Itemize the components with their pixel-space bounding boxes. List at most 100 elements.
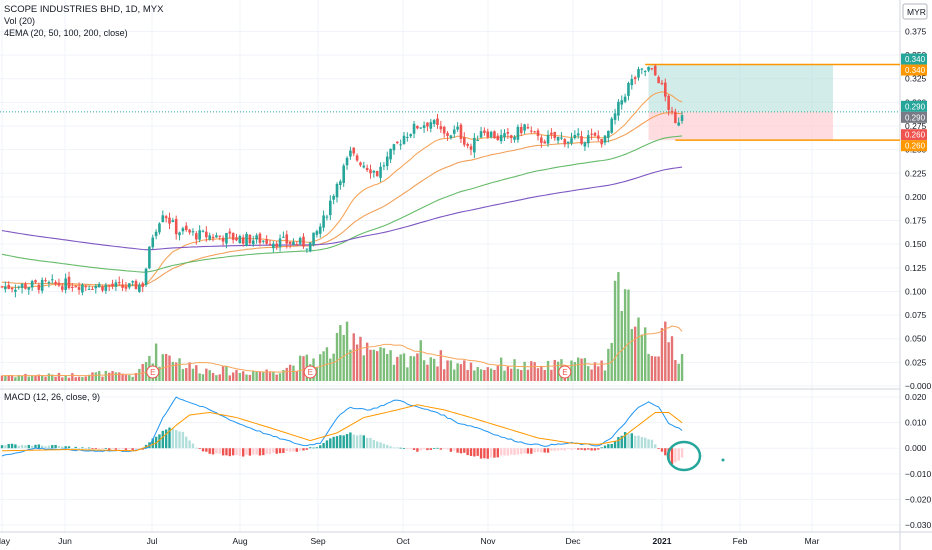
candle-body <box>322 215 325 228</box>
macd-legend[interactable]: MACD (12, 26, close, 9) <box>4 392 100 402</box>
volume-bar <box>332 353 335 381</box>
volume-bar <box>158 366 161 381</box>
volume-bar <box>322 351 325 381</box>
price-tag <box>901 111 927 123</box>
candle-body <box>117 282 121 284</box>
volume-bar <box>245 374 248 381</box>
candle-body <box>298 237 302 244</box>
candle-body <box>573 134 577 139</box>
candle-body <box>228 231 232 234</box>
long-position-tool[interactable] <box>0 63 900 141</box>
candle-body <box>643 71 647 73</box>
volume-bar <box>553 359 556 381</box>
volume-bar <box>201 374 205 381</box>
candle-body <box>342 165 345 183</box>
volume-bar <box>292 365 295 381</box>
candle-body <box>359 162 362 166</box>
macd-histogram-bar <box>134 448 138 450</box>
candle-body <box>536 130 540 136</box>
volume-bar <box>540 365 543 381</box>
candle-body <box>426 122 429 127</box>
currency-button[interactable] <box>902 3 928 20</box>
volume-bar <box>7 375 10 381</box>
candle-body <box>560 137 563 139</box>
candle-body <box>479 131 483 138</box>
volume-bar <box>27 376 30 381</box>
volume-bar <box>399 354 402 381</box>
volume-bar <box>516 368 520 381</box>
candle-body <box>630 78 634 86</box>
macd-histogram-bar <box>84 448 87 449</box>
volume-bar <box>238 372 242 381</box>
macd-histogram-bar <box>272 448 275 453</box>
volume-bar <box>218 374 221 381</box>
price-tag-label: 0.290 <box>905 102 926 111</box>
macd-histogram-bar <box>680 448 684 458</box>
volume-bar <box>84 376 87 381</box>
candle-body <box>345 157 349 166</box>
candle-body <box>580 136 583 144</box>
volume-bar <box>607 348 610 381</box>
macd-histogram-bar <box>87 447 91 449</box>
candle-body <box>419 127 423 129</box>
macd-histogram-bar <box>322 442 325 449</box>
macd-histogram-bar <box>473 448 476 457</box>
time-axis[interactable]: May Jun Jul Aug Sep Oct Nov Dec 2021 Feb Mar <box>0 536 819 546</box>
candle-body <box>563 139 567 145</box>
macd-histogram-bar <box>610 443 613 449</box>
macd-histogram-bar <box>355 435 359 449</box>
price-tag-label: 0.290 <box>905 113 926 122</box>
candle-body <box>272 243 275 249</box>
volume-bar <box>650 356 654 381</box>
macd-histogram-bar <box>506 448 510 456</box>
time-tick-label: Aug <box>232 536 247 546</box>
macd-histogram-bar <box>285 448 288 452</box>
volume-bar <box>382 348 386 381</box>
volume-bar <box>131 376 134 381</box>
volume-bar <box>402 353 406 381</box>
volume-bar <box>369 349 372 381</box>
volume-bar <box>185 368 188 381</box>
volume-bar <box>111 371 114 381</box>
volume-bar <box>556 361 560 381</box>
volume-legend[interactable]: Vol (20) <box>4 16 35 26</box>
macd-histogram-bar <box>208 448 211 454</box>
candle-body <box>128 283 131 288</box>
macd-histogram-bar <box>242 448 245 457</box>
macd-histogram-bar <box>118 448 121 450</box>
candle-body <box>382 165 386 167</box>
candle-body <box>158 223 161 233</box>
candle-body <box>623 96 627 102</box>
time-tick-label: Oct <box>396 536 410 546</box>
volume-bar <box>409 356 412 381</box>
candle-body <box>556 136 560 141</box>
volume-bar <box>667 342 670 381</box>
volume-bar <box>282 370 285 381</box>
macd-histogram-bar <box>339 435 342 449</box>
ema-legend[interactable]: 4EMA (20, 50, 100, 200, close) <box>4 28 128 38</box>
macd-histogram-bar <box>446 448 449 450</box>
ema-100-line <box>1 135 683 273</box>
volume-ma-line <box>1 325 683 377</box>
macd-pane <box>0 396 725 472</box>
macd-histogram-bar <box>164 429 168 449</box>
price-tick-label: −0.000 <box>905 381 932 391</box>
volume-bar <box>365 342 369 381</box>
volume-bar <box>168 355 171 381</box>
candle-body <box>195 233 198 240</box>
candle-body <box>241 237 245 244</box>
candle-body <box>134 281 138 290</box>
price-axis[interactable]: 0.3750.3500.3250.3000.2750.2500.2250.200… <box>901 26 932 530</box>
macd-histogram-bar <box>258 448 262 456</box>
volume-bar <box>597 366 600 381</box>
macd-histogram-bar <box>439 448 443 450</box>
volume-bar <box>34 375 37 381</box>
volume-bar <box>349 349 352 381</box>
volume-bar <box>463 360 466 381</box>
candle-body <box>325 216 329 218</box>
price-tag <box>901 100 927 112</box>
volume-bar <box>215 375 218 381</box>
volume-bar <box>677 363 680 381</box>
